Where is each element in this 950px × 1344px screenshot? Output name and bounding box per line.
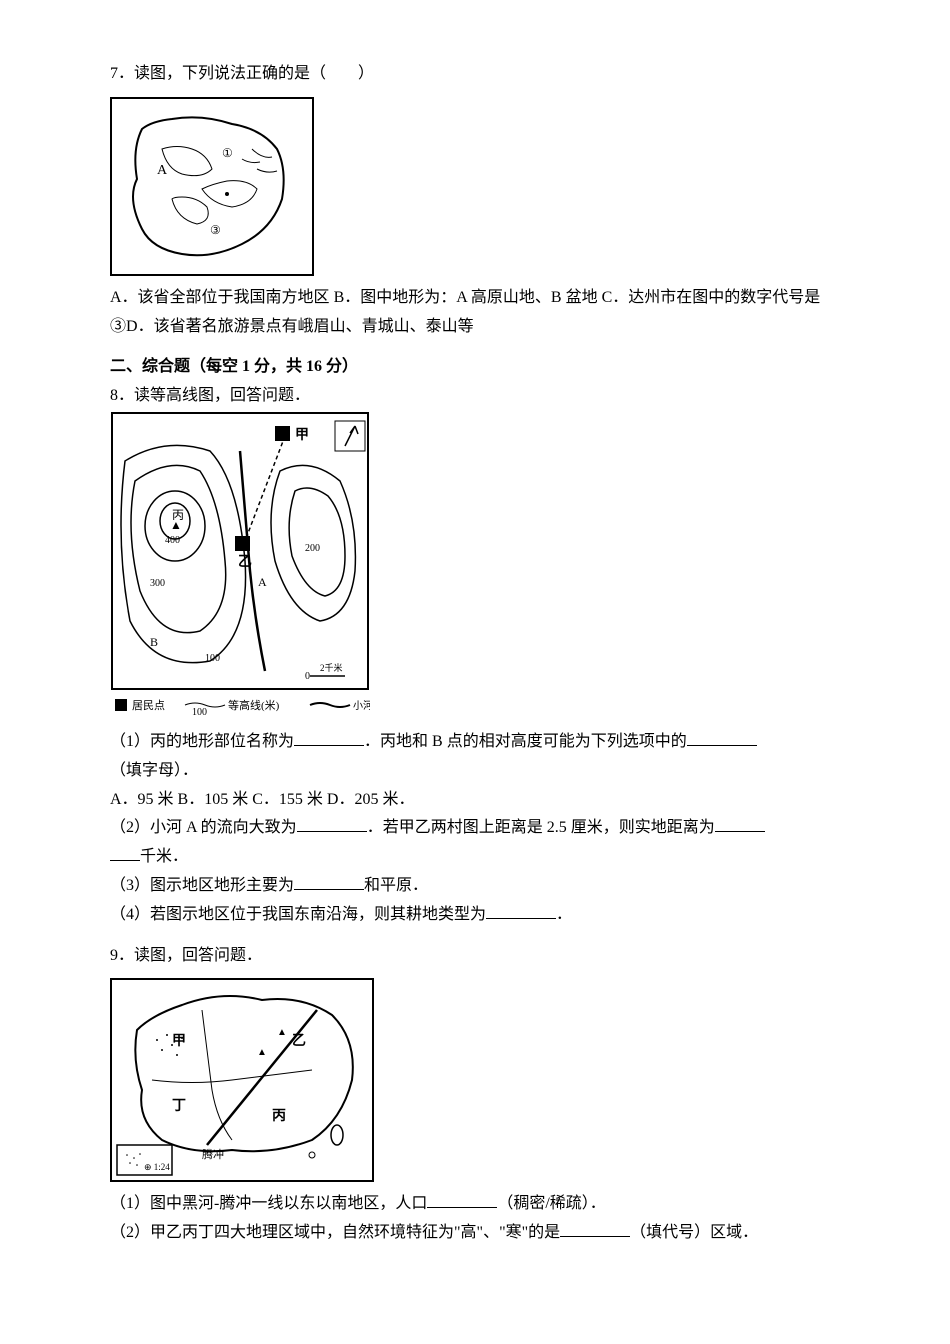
svg-text:⊕ 1:24: ⊕ 1:24 (144, 1162, 170, 1172)
q7-opt-d: D．该省著名旅游景点有峨眉山、青城山、泰山等 (126, 318, 474, 335)
svg-text:甲: 甲 (172, 1033, 186, 1049)
q9-sub2: （2）甲乙丙丁四大地理区域中，自然环境特征为"高"、"寒"的是（填代号）区域． (110, 1219, 840, 1248)
blank[interactable] (687, 729, 757, 746)
svg-text:300: 300 (150, 578, 165, 589)
q8-options: A．95 米 B．105 米 C．155 米 D．205 米． (110, 786, 840, 815)
svg-text:等高线(米): 等高线(米) (228, 698, 280, 712)
q7-opt-b: B．图中地形为：A 高原山地、B 盆地 (334, 289, 598, 306)
map-label-circle1: ① (222, 146, 233, 160)
svg-text:小河: 小河 (353, 700, 370, 712)
blank[interactable] (486, 902, 556, 919)
svg-text:0: 0 (305, 671, 310, 682)
svg-text:B: B (150, 635, 158, 649)
svg-text:乙: 乙 (292, 1033, 306, 1049)
q9-prompt: 9．读图，回答问题． (110, 947, 262, 964)
question-8: 8．读等高线图，回答问题． 甲 丙 ▲ 400 乙 A B (110, 382, 840, 929)
svg-text:丁: 丁 (172, 1099, 186, 1114)
svg-text:A: A (258, 575, 267, 589)
q8-map: 甲 丙 ▲ 400 乙 A B 200 300 100 0 2千米 (110, 411, 370, 691)
svg-text:▲: ▲ (170, 518, 182, 532)
question-7: 7．读图，下列说法正确的是（ ） A ① ③ A．该省全部位于我国南方地区 B．… (110, 60, 840, 341)
blank[interactable] (294, 873, 364, 890)
q8-sub3: （3）图示地区地形主要为和平原． (110, 872, 840, 901)
q8-sub1: （1）丙的地形部位名称为．丙地和 B 点的相对高度可能为下列选项中的 (110, 728, 840, 757)
svg-text:100: 100 (205, 653, 220, 664)
svg-text:2千米: 2千米 (320, 662, 343, 673)
blank[interactable] (297, 815, 367, 832)
blank[interactable] (560, 1220, 630, 1237)
q8-legend: 居民点 100 等高线(米) 小河 (110, 693, 370, 718)
svg-text:400: 400 (165, 535, 180, 546)
blank[interactable] (294, 729, 364, 746)
question-9: 9．读图，回答问题． 甲 乙 丁 丙 腾冲 (110, 942, 840, 1248)
blank[interactable] (110, 844, 140, 861)
svg-text:居民点: 居民点 (132, 699, 165, 712)
svg-text:甲: 甲 (295, 427, 309, 443)
svg-text:乙: 乙 (238, 554, 252, 570)
q7-options: A．该省全部位于我国南方地区 B．图中地形为：A 高原山地、B 盆地 C．达州市… (110, 284, 840, 342)
svg-text:▲: ▲ (257, 1047, 267, 1058)
svg-text:100: 100 (192, 707, 207, 718)
q8-prompt: 8．读等高线图，回答问题． (110, 387, 310, 404)
q8-sub2c: 千米． (110, 843, 840, 872)
svg-text:腾冲: 腾冲 (202, 1147, 224, 1161)
q8-sub2: （2）小河 A 的流向大致为．若甲乙两村图上距离是 2.5 厘米，则实地距离为 (110, 814, 840, 843)
svg-text:▲: ▲ (277, 1027, 287, 1038)
svg-text:200: 200 (305, 543, 320, 554)
q8-sub1c: （填字母）． (110, 757, 840, 786)
map-label-A: A (157, 163, 168, 178)
q7-map: A ① ③ (110, 97, 314, 276)
svg-text:丙: 丙 (272, 1108, 286, 1124)
q7-prompt: 7．读图，下列说法正确的是（ ） (110, 65, 374, 82)
blank[interactable] (427, 1191, 497, 1208)
q7-opt-a: A．该省全部位于我国南方地区 (110, 289, 330, 306)
blank[interactable] (715, 815, 765, 832)
section-2-title: 二、综合题（每空 1 分，共 16 分） (110, 353, 840, 382)
q9-map: 甲 乙 丁 丙 腾冲 ⊕ 1:24 ▲ ▲ (110, 978, 374, 1182)
q9-sub1: （1）图中黑河-腾冲一线以东以南地区，人口（稠密/稀疏）． (110, 1190, 840, 1219)
q8-sub4: （4）若图示地区位于我国东南沿海，则其耕地类型为． (110, 901, 840, 930)
map-label-circle3: ③ (210, 223, 221, 237)
